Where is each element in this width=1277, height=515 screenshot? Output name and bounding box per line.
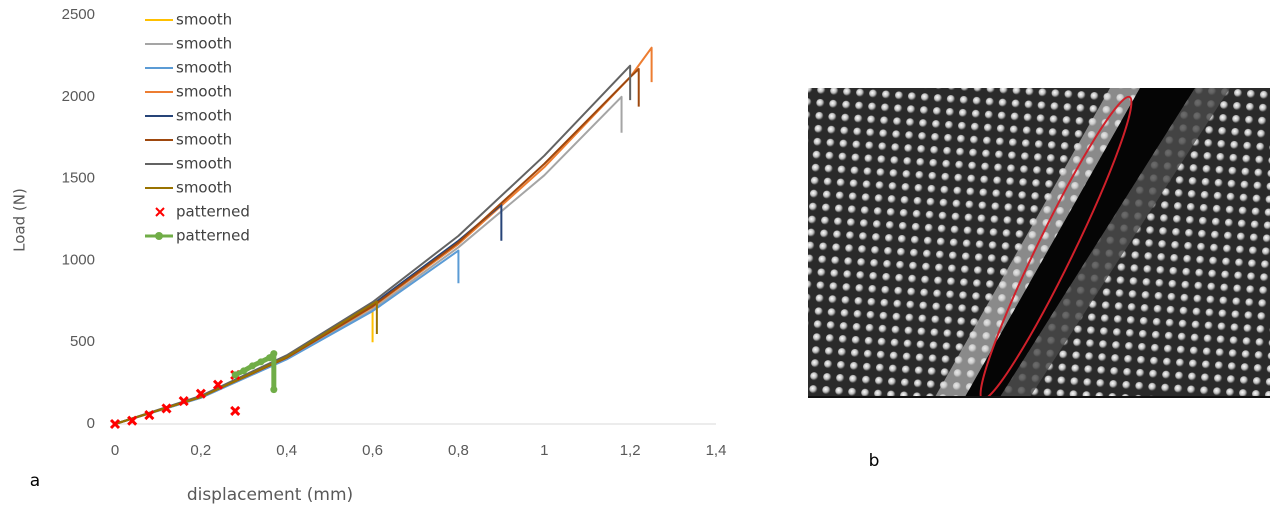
marker [127, 415, 138, 426]
marker [270, 350, 278, 358]
x-tick-label: 0,2 [190, 442, 211, 459]
legend-label: smooth [176, 107, 232, 125]
y-tick-label: 0 [87, 415, 95, 432]
legend-label: smooth [176, 59, 232, 77]
x-tick-label: 0,6 [362, 442, 383, 459]
x-tick-label: 1 [540, 442, 548, 459]
x-tick-label: 1,2 [620, 442, 641, 459]
legend-label: smooth [176, 35, 232, 53]
panel-label: b [869, 451, 880, 471]
x-tick-label: 0 [111, 442, 119, 459]
legend-label: smooth [176, 131, 232, 149]
x-axis-title: displacement (mm) [187, 485, 353, 505]
marker [178, 396, 189, 407]
x-tick-label: 1,4 [706, 442, 727, 459]
x-tick-label: 0,4 [276, 442, 297, 459]
marker [144, 409, 155, 421]
marker [240, 367, 248, 375]
y-axis-title: Load (N) [11, 188, 29, 252]
legend-marker [155, 232, 163, 240]
marker [109, 418, 121, 430]
marker [195, 388, 206, 399]
y-tick-label: 2000 [62, 88, 95, 105]
legend-label: smooth [176, 155, 232, 173]
y-tick-label: 2500 [62, 6, 95, 23]
legend-label: smooth [176, 83, 232, 101]
legend-label: smooth [176, 179, 232, 197]
y-tick-label: 1500 [62, 170, 95, 187]
legend-label: patterned [176, 227, 250, 245]
marker [212, 379, 224, 390]
series-line [114, 300, 378, 425]
legend-marker [155, 207, 165, 217]
y-tick-label: 1000 [62, 251, 95, 268]
marker [257, 358, 265, 366]
sem-image [808, 88, 1270, 397]
y-tick-label: 500 [70, 333, 95, 350]
marker [230, 405, 241, 416]
x-tick-label: 0,8 [448, 442, 469, 459]
marker [231, 371, 239, 379]
panel-label: a [30, 471, 40, 491]
series-line [114, 304, 374, 425]
marker [161, 403, 172, 414]
series-line [114, 203, 503, 425]
legend-label: smooth [176, 11, 232, 29]
marker [270, 386, 278, 394]
legend-label: patterned [176, 203, 250, 221]
marker [248, 362, 256, 370]
